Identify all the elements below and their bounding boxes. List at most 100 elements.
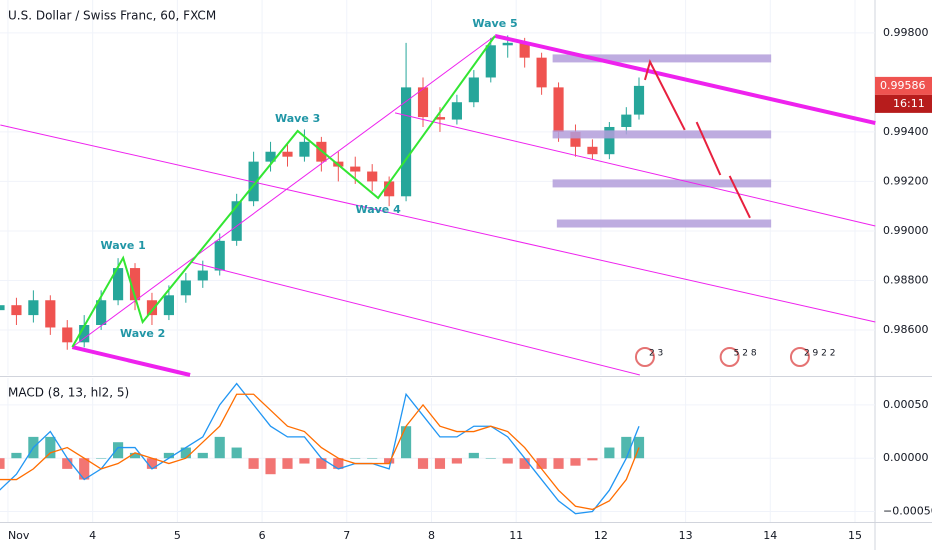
draw-layer xyxy=(0,33,876,377)
indicator-line xyxy=(0,393,640,511)
candle-body xyxy=(604,126,615,155)
x-tick-label: 5 xyxy=(174,529,181,542)
candle-body xyxy=(214,240,225,271)
histogram-bar xyxy=(333,458,344,469)
candle-body xyxy=(451,102,462,120)
wave-label: Wave 2 xyxy=(120,327,165,340)
trendline xyxy=(394,112,876,227)
x-tick-label: 15 xyxy=(848,529,862,542)
histogram-bar xyxy=(282,458,293,469)
y-tick-label: 0.00050 xyxy=(883,398,929,411)
histogram-bar xyxy=(231,447,242,459)
candle-body xyxy=(434,117,446,120)
x-tick-label: 6 xyxy=(259,529,266,542)
y-tick-label: 0.99000 xyxy=(883,224,929,237)
histogram-bar xyxy=(79,458,90,480)
histogram-bar xyxy=(62,458,73,469)
chart-title: U.S. Dollar / Swiss Franc, 60, FXCM xyxy=(8,9,216,23)
text-layer: Nov 4 5 6 7 8 11 12 13 14 15 U.S. Dollar / Swiss Fr… xyxy=(8,9,932,542)
histogram-bar xyxy=(451,458,462,464)
histogram-bar xyxy=(621,436,632,459)
y-tick-label: 0.98600 xyxy=(883,323,929,336)
candle-body xyxy=(96,300,107,325)
histogram-bar xyxy=(11,452,22,459)
wave-label: Wave 3 xyxy=(275,112,320,125)
target-zone xyxy=(556,219,772,228)
x-tick-label: 14 xyxy=(763,529,777,542)
candle-body xyxy=(163,295,174,316)
event-label: 2 9 2 2 xyxy=(804,349,836,359)
wave-zigzag xyxy=(71,35,496,348)
y-tick-label: 0.99800 xyxy=(883,26,929,39)
trendline xyxy=(494,33,876,125)
candle-body xyxy=(197,270,208,281)
candle-body xyxy=(28,300,39,316)
trendline xyxy=(643,59,686,131)
marks-layer xyxy=(0,35,645,515)
histogram-bar xyxy=(0,458,5,469)
wave-label: Wave 1 xyxy=(101,239,146,252)
histogram-bar xyxy=(417,458,429,469)
histogram-bar xyxy=(214,436,225,459)
trendline xyxy=(72,35,496,348)
candle-body xyxy=(265,151,276,162)
candle-body xyxy=(11,305,22,316)
x-tick-label: Nov xyxy=(8,529,30,542)
trendline xyxy=(695,121,722,176)
histogram-bar xyxy=(468,452,479,459)
histogram-bar xyxy=(502,458,513,464)
candle-body xyxy=(367,171,378,182)
x-tick-label: 13 xyxy=(679,529,693,542)
last-price-label: 0.99586 xyxy=(880,79,926,92)
candle-body xyxy=(553,87,564,132)
histogram-bar xyxy=(248,458,259,469)
candle-body xyxy=(350,166,361,172)
candle-body xyxy=(485,45,496,78)
candle-body xyxy=(587,146,598,155)
candle-body xyxy=(0,305,5,311)
countdown-box xyxy=(875,94,932,113)
candle-body xyxy=(79,325,90,343)
trendline xyxy=(189,261,640,376)
histogram-bar xyxy=(367,458,378,459)
candle-body xyxy=(112,268,124,301)
y-tick-label: 0.99200 xyxy=(883,174,929,187)
candle-body xyxy=(129,268,141,301)
candle-body xyxy=(417,87,429,118)
candle-body xyxy=(231,201,242,241)
indicator-title: MACD (8, 13, hl2, 5) xyxy=(8,386,129,400)
event-marker xyxy=(634,347,655,367)
candle-body xyxy=(180,280,191,296)
x-tick-label: 4 xyxy=(89,529,96,542)
countdown-label: 16:11 xyxy=(893,97,925,110)
x-tick-label: 11 xyxy=(509,529,523,542)
y-tick-label: 0.98800 xyxy=(883,273,929,286)
candle-body xyxy=(282,151,293,157)
event-marker xyxy=(719,347,740,367)
histogram-bar xyxy=(96,458,107,459)
event-label: 2 3 xyxy=(649,349,663,359)
candle-body xyxy=(400,87,412,197)
histogram-bar xyxy=(553,458,564,469)
y-tick-label: 0.00000 xyxy=(883,451,929,464)
grid-layer xyxy=(0,0,875,522)
x-tick-label: 12 xyxy=(594,529,608,542)
candle-body xyxy=(299,141,310,157)
candle-body xyxy=(45,300,56,328)
histogram-bar xyxy=(519,458,530,469)
histogram-bar xyxy=(299,458,310,464)
y-tick-label: −0.00050 xyxy=(883,505,932,518)
histogram-bar xyxy=(45,436,56,459)
histogram-bar xyxy=(434,458,446,469)
candle-body xyxy=(633,85,645,115)
histogram-bar xyxy=(587,458,598,461)
trendline xyxy=(0,124,876,323)
histogram-bar xyxy=(265,458,276,475)
wave-label: Wave 5 xyxy=(472,17,517,30)
y-tick-label: 0.99400 xyxy=(883,125,929,138)
candle-body xyxy=(468,77,479,103)
x-tick-label: 7 xyxy=(343,529,350,542)
target-zone xyxy=(552,130,772,139)
